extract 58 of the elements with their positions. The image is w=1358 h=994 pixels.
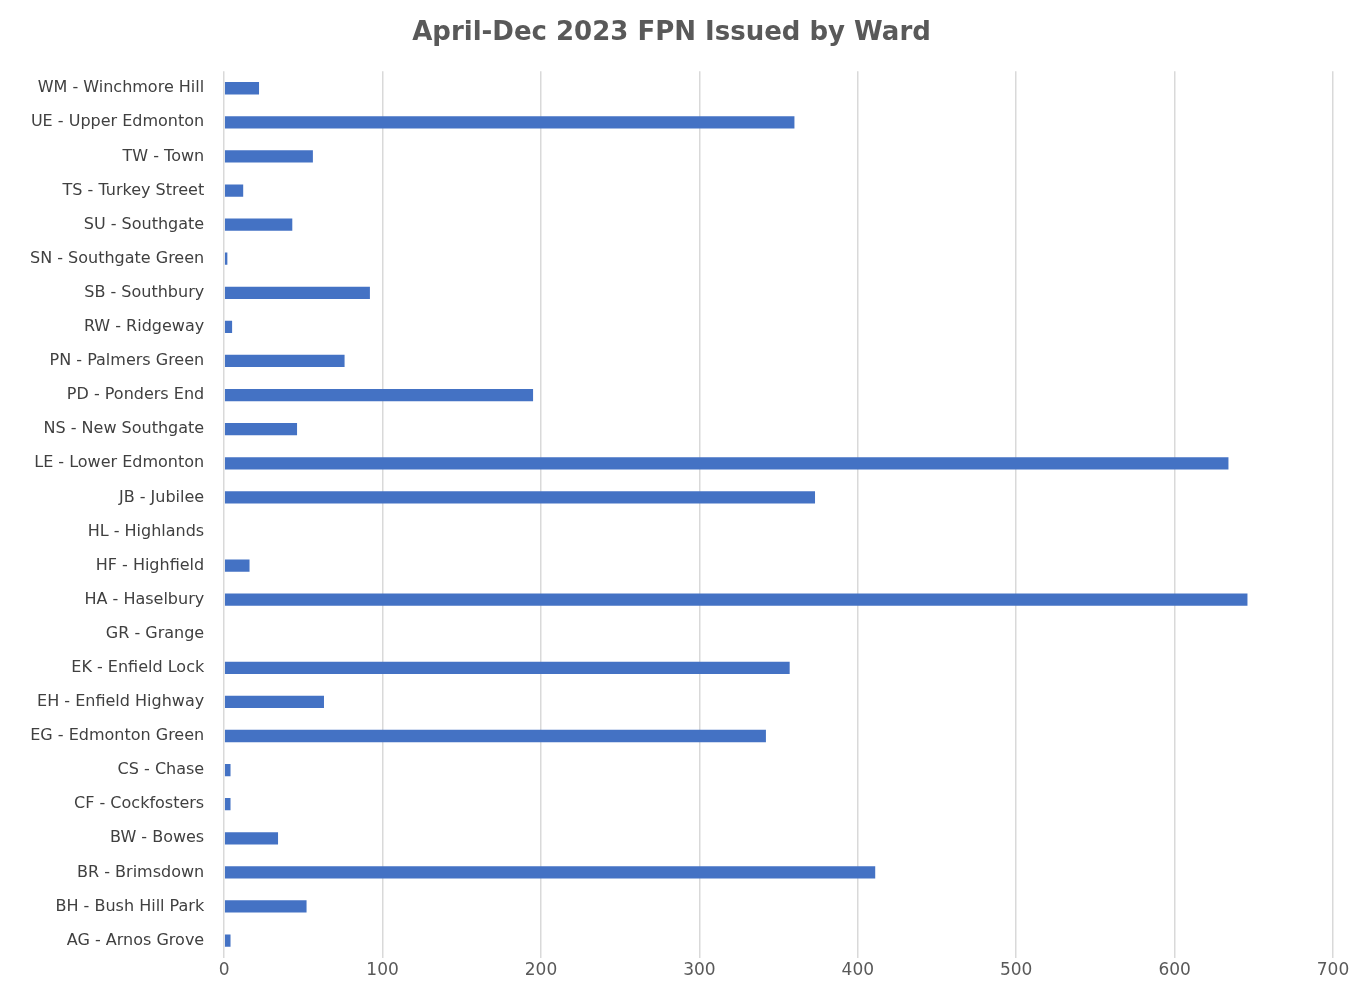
y-tick-label: RW - Ridgeway [83,316,205,336]
bar [224,286,370,299]
x-tick-label: 500 [999,959,1033,980]
bar [224,82,260,95]
y-tick-label: HL - Highlands [87,520,205,540]
y-tick-label: TW - Town [121,145,205,165]
y-tick-label: GR - Grange [105,622,205,642]
bar [224,423,298,436]
y-tick-label: NS - New Southgate [43,418,205,438]
y-tick-label: EK - Enfield Lock [71,656,205,676]
bar [224,559,250,572]
y-tick-label: EG - Edmonton Green [30,725,205,745]
bar [224,150,313,163]
x-tick-label: 400 [841,959,875,980]
x-tick-label: 0 [218,959,230,980]
y-tick-label: PN - Palmers Green [49,350,205,370]
bar [224,457,1229,470]
y-tick-label: SN - Southgate Green [30,247,205,267]
x-tick-label: 100 [366,959,399,980]
y-tick-label: PD - Ponders End [66,384,205,404]
y-tick-label: SB - Southbury [84,281,205,301]
bar [224,866,876,879]
y-tick-label: HF - Highfield [95,554,205,574]
y-tick-label: UE - Upper Edmonton [30,111,205,131]
y-tick-label: SU - Southgate [83,213,205,233]
y-tick-label: CF - Cockfosters [74,793,205,813]
y-tick-label: BR - Brimsdown [77,861,205,881]
bar [224,763,231,777]
y-tick-label: BH - Bush Hill Park [55,895,205,915]
bar [224,593,1248,606]
bar [224,116,795,129]
chart-title: April-Dec 2023 FPN Issued by Ward [412,16,931,47]
y-tick-label: LE - Lower Edmonton [34,452,205,472]
bar [224,900,307,913]
bar [224,661,790,674]
y-tick-label: HA - Haselbury [84,588,205,608]
y-tick-label: EH - Enfield Highway [37,691,205,711]
bar [224,218,293,231]
bar [224,354,345,368]
y-tick-label: BW - Bowes [109,827,205,847]
x-tick-label: 600 [1158,959,1191,980]
bar [224,729,766,743]
y-tick-label: TS - Turkey Street [61,179,205,199]
x-tick-label: 700 [1316,959,1350,980]
bar [224,320,233,334]
y-tick-label: CS - Chase [117,759,205,779]
y-tick-label: AG - Arnos Grove [66,929,205,949]
bar [224,184,244,197]
bar [224,491,816,504]
bar [224,695,324,709]
bar [224,798,231,811]
bar [224,388,534,402]
bar [224,832,279,845]
x-tick-label: 300 [683,959,716,980]
bar [224,934,231,947]
y-tick-label: WM - Winchmore Hill [37,77,205,97]
x-tick-label: 200 [524,959,558,980]
y-tick-label: JB - Jubilee [117,486,205,506]
